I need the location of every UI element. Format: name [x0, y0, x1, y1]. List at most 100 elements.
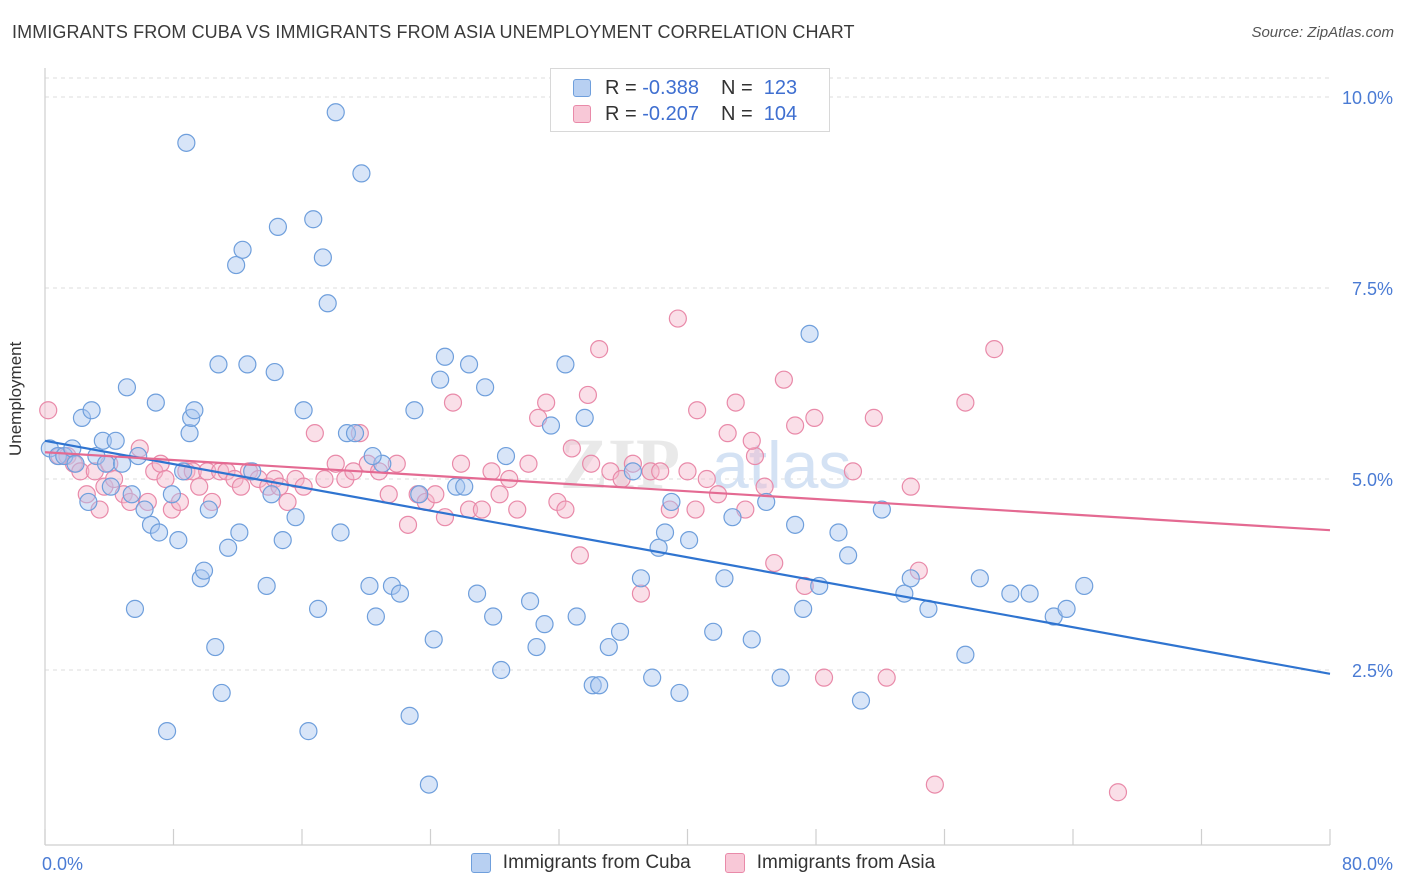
trendline-cuba [44, 439, 1331, 675]
y-axis-label: Unemployment [6, 341, 25, 456]
point-cuba-38 [238, 355, 257, 374]
point-cuba-110 [1001, 584, 1020, 603]
legend-r-label: R = [605, 76, 637, 99]
x-tick-label-0: 0.0% [42, 854, 83, 874]
point-asia-53 [451, 454, 471, 473]
point-cuba-64 [419, 775, 438, 794]
point-cuba-119 [455, 477, 474, 496]
point-cuba-90 [662, 492, 681, 512]
point-cuba-22 [157, 722, 177, 741]
point-asia-93 [864, 408, 883, 427]
point-asia-99 [985, 340, 1004, 359]
y-tick-label-0: 2.5% [1352, 661, 1393, 681]
point-cuba-44 [286, 508, 305, 527]
y-tick-label-1: 5.0% [1352, 470, 1393, 490]
point-cuba-39 [243, 462, 262, 481]
point-asia-101 [686, 500, 705, 519]
point-asia-28 [231, 477, 251, 496]
point-cuba-7 [82, 401, 101, 420]
point-cuba-77 [535, 615, 554, 634]
point-cuba-24 [169, 531, 188, 550]
point-asia-5 [77, 485, 96, 504]
point-asia-92 [843, 462, 863, 481]
point-cuba-93 [704, 622, 723, 641]
point-cuba-97 [771, 668, 790, 687]
y-tick-label-3: 10.0% [1342, 88, 1393, 108]
point-cuba-46 [299, 722, 318, 741]
point-asia-77 [678, 462, 697, 481]
point-cuba-79 [556, 355, 575, 374]
series-swatch-cuba [470, 853, 491, 873]
point-cuba-91 [670, 683, 689, 703]
point-cuba-73 [492, 660, 511, 680]
point-cuba-75 [520, 592, 540, 611]
point-cuba-57 [366, 607, 385, 626]
point-cuba-92 [680, 531, 699, 550]
point-cuba-81 [575, 408, 594, 427]
point-asia-95 [901, 477, 920, 496]
point-asia-74 [651, 462, 670, 481]
point-cuba-74 [496, 446, 516, 466]
point-cuba-47 [304, 210, 323, 229]
point-asia-91 [814, 668, 834, 687]
point-cuba-30 [194, 561, 214, 580]
point-asia-68 [590, 340, 609, 359]
point-cuba-109 [970, 569, 989, 588]
point-asia-17 [156, 469, 175, 489]
point-cuba-78 [541, 416, 561, 435]
correlation-legend: R = -0.388 N = 123 R = -0.207 N = 104 [550, 68, 830, 132]
y-tick-label-2: 7.5% [1352, 279, 1393, 299]
point-asia-73 [641, 462, 660, 481]
point-cuba-70 [467, 584, 487, 603]
point-asia-0 [39, 401, 58, 420]
point-cuba-113 [1057, 599, 1076, 618]
point-cuba-86 [623, 462, 642, 481]
point-asia-22 [190, 477, 209, 496]
legend-r-cuba: -0.388 [642, 76, 699, 99]
point-cuba-23 [162, 485, 181, 504]
point-cuba-76 [527, 637, 546, 657]
point-cuba-120 [655, 523, 675, 542]
point-cuba-37 [233, 240, 252, 259]
series-swatch-asia [724, 853, 745, 873]
point-cuba-4 [66, 454, 85, 473]
series-label-asia: Immigrants from Asia [756, 852, 936, 873]
point-asia-60 [519, 454, 538, 473]
point-cuba-16 [125, 599, 145, 618]
legend-r-label: R = [605, 102, 637, 125]
point-cuba-67 [435, 347, 455, 366]
point-cuba-95 [723, 508, 742, 527]
point-cuba-104 [872, 500, 891, 519]
legend-swatch-asia [573, 105, 591, 123]
point-cuba-34 [212, 683, 231, 703]
point-asia-79 [697, 469, 716, 489]
point-cuba-121 [757, 492, 776, 512]
point-asia-100 [578, 385, 598, 405]
point-asia-94 [877, 668, 896, 687]
point-cuba-106 [901, 569, 920, 588]
point-asia-8 [95, 477, 114, 496]
point-asia-12 [121, 492, 140, 512]
legend-n-cuba: 123 [763, 76, 798, 99]
legend-n-label: N = [720, 102, 753, 125]
point-asia-75 [660, 500, 679, 519]
legend-row-cuba: R = -0.388 N = 123 [573, 75, 797, 101]
point-cuba-56 [360, 576, 379, 596]
point-asia-34 [278, 492, 297, 512]
point-asia-66 [570, 546, 589, 565]
point-asia-42 [350, 424, 369, 443]
point-cuba-42 [268, 217, 288, 236]
point-asia-64 [556, 500, 575, 519]
point-cuba-60 [390, 584, 410, 603]
watermark-zip: ZIP [560, 424, 680, 504]
point-asia-50 [426, 485, 445, 504]
point-cuba-65 [424, 630, 443, 649]
point-asia-67 [582, 454, 601, 473]
point-cuba-5 [72, 408, 92, 427]
point-cuba-35 [219, 538, 238, 557]
point-cuba-10 [96, 454, 116, 473]
point-cuba-117 [262, 485, 281, 504]
point-cuba-105 [895, 584, 914, 603]
point-asia-90 [805, 408, 824, 427]
point-cuba-71 [476, 378, 495, 397]
